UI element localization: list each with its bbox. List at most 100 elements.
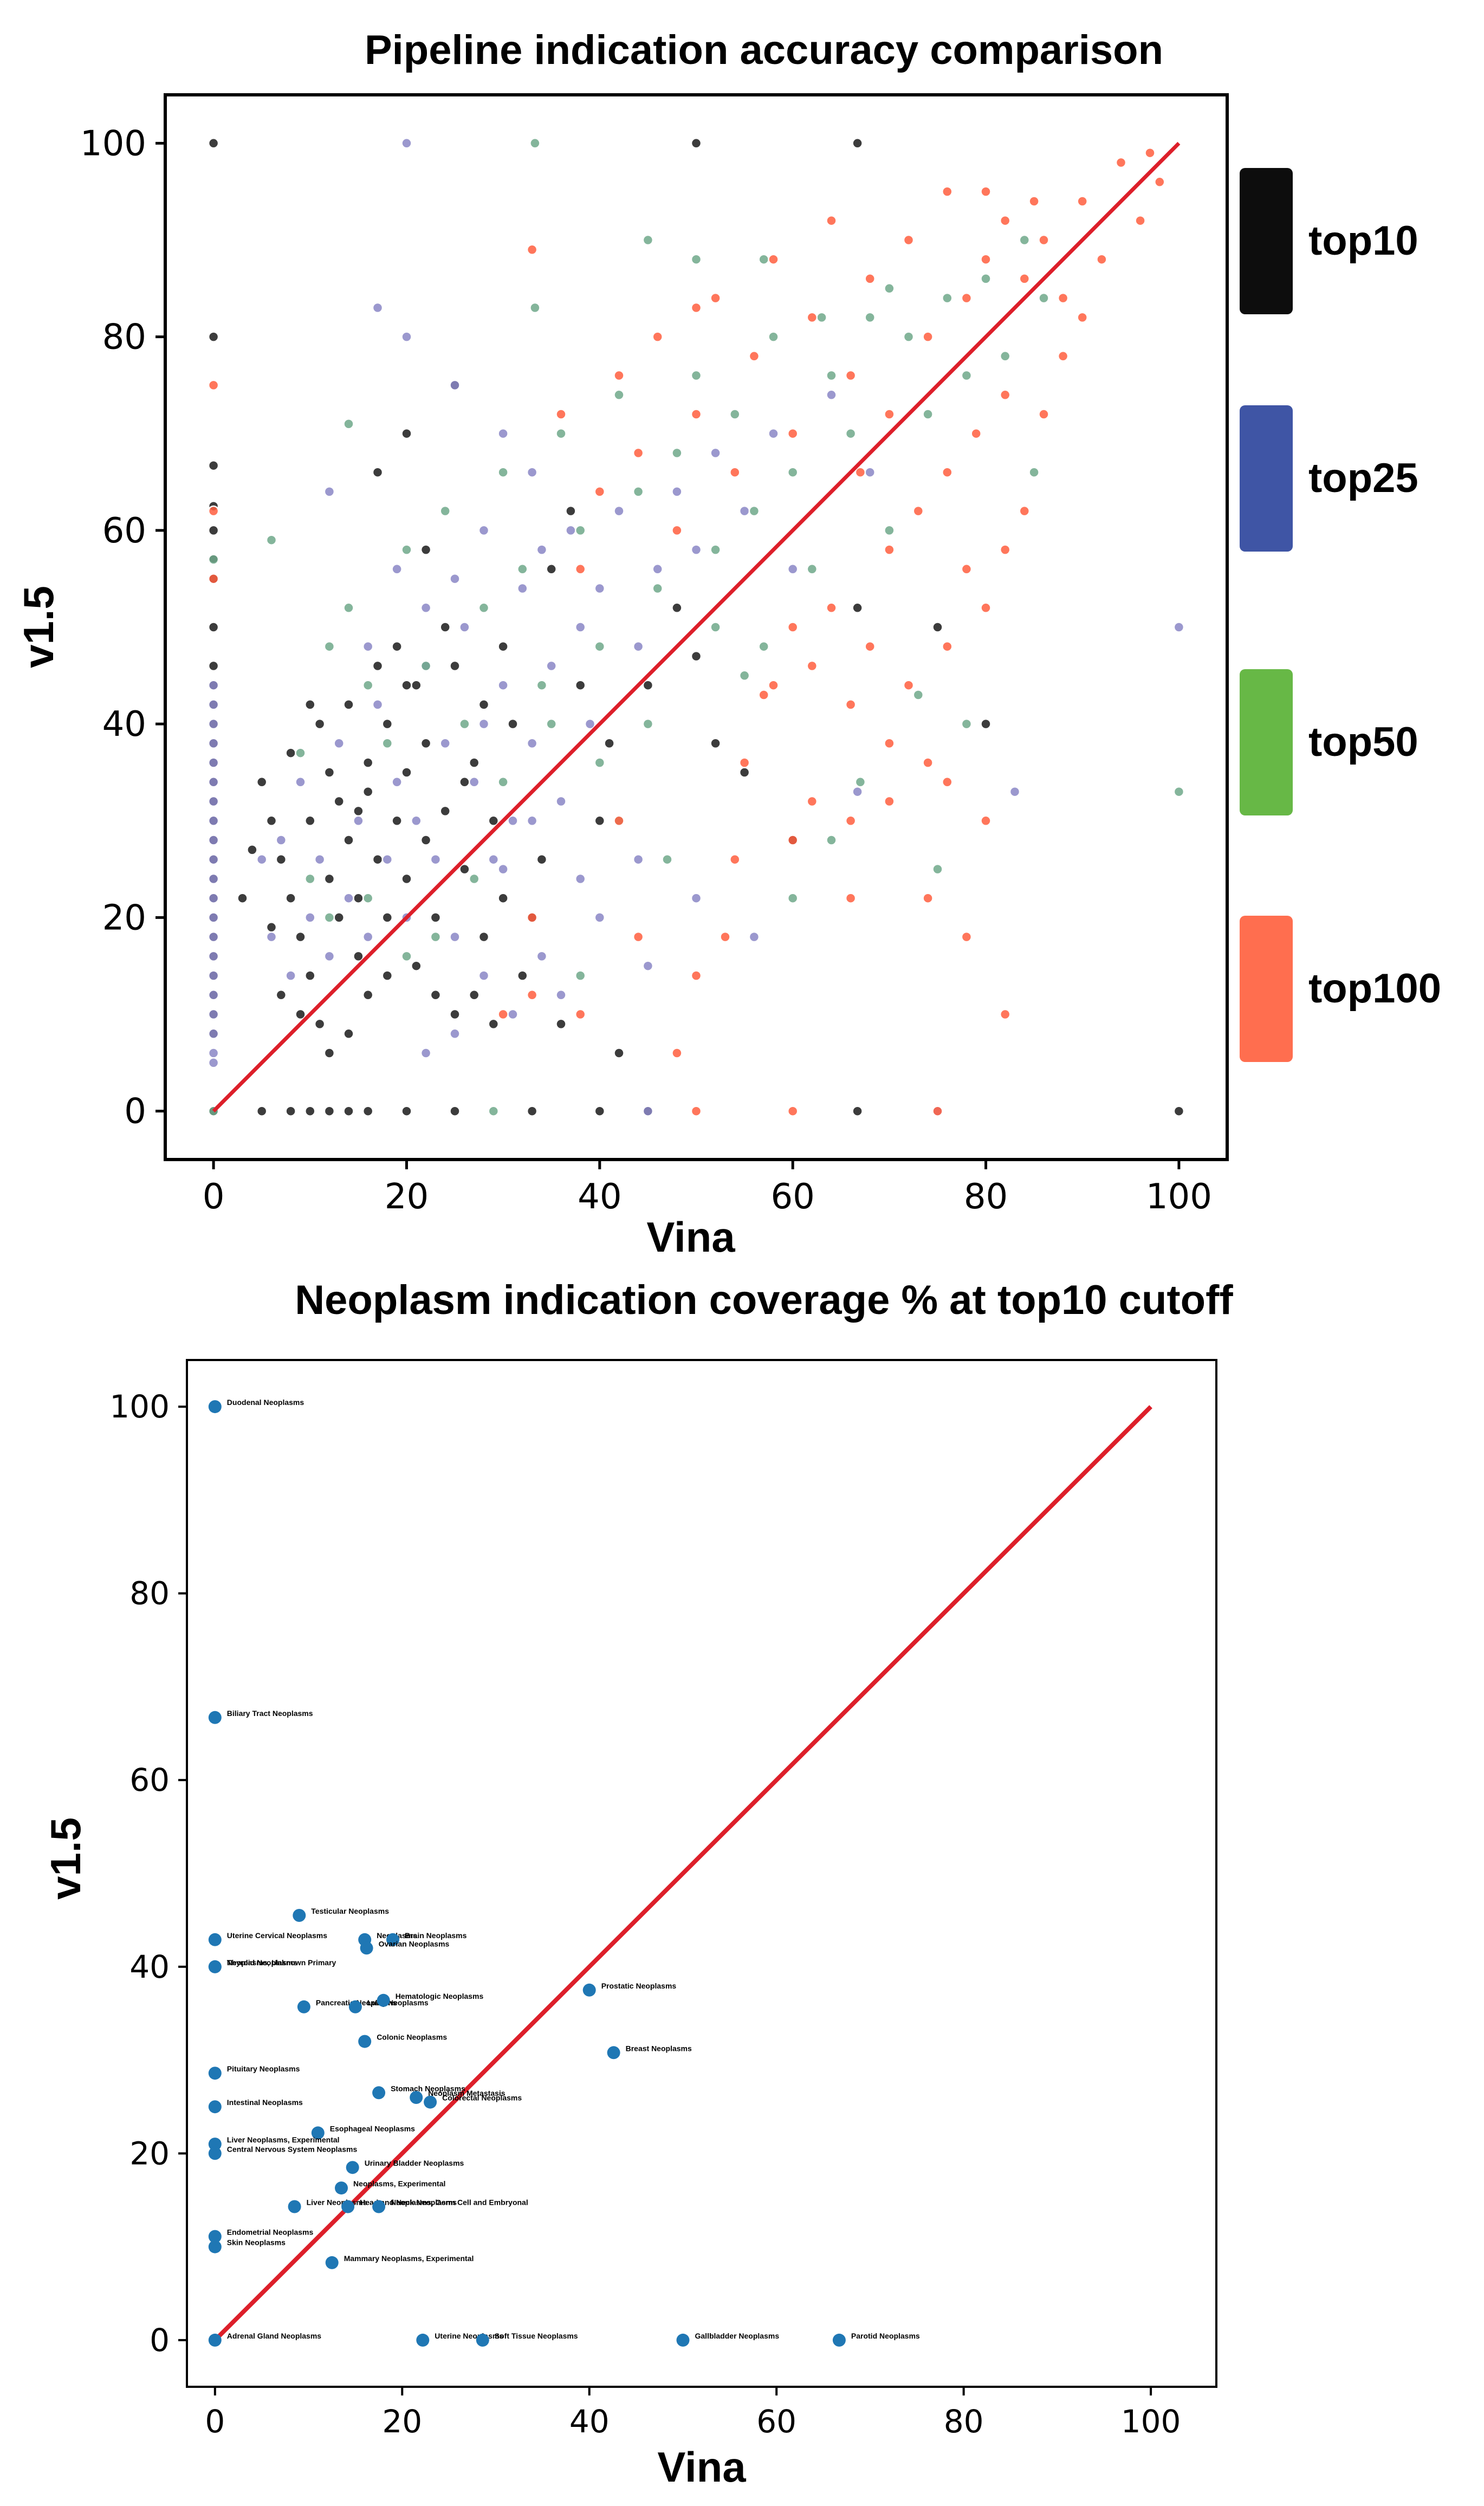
point-top10-44 xyxy=(401,428,412,439)
point-top50-48 xyxy=(1019,234,1031,246)
point-top25-22 xyxy=(372,302,384,314)
point-marker xyxy=(208,2333,222,2347)
point-top10-58 xyxy=(333,912,345,923)
x-axis-label: Vina xyxy=(657,2443,746,2491)
point-top50-11 xyxy=(323,640,335,652)
point-marker xyxy=(377,1993,390,2007)
point-top100-58 xyxy=(1057,351,1069,362)
point-top10-31 xyxy=(304,1105,316,1117)
point-top100-25 xyxy=(864,273,876,284)
point-top50-54 xyxy=(912,689,924,701)
point-top10-109 xyxy=(468,989,480,1001)
point-marker xyxy=(360,1941,373,1955)
point-top25-96 xyxy=(748,931,760,943)
point-top100-39 xyxy=(1135,215,1146,226)
point-marker xyxy=(208,2240,222,2254)
point-top10-119 xyxy=(304,699,316,710)
point-top25-29 xyxy=(1009,786,1021,798)
point-top10-71 xyxy=(411,679,422,691)
labeled-point: Urinary Bladder Neoplasms xyxy=(346,2159,464,2174)
point-top100-4 xyxy=(526,912,538,923)
point-top10-51 xyxy=(285,892,296,904)
point-top25-83 xyxy=(391,564,403,575)
point-top10-122 xyxy=(362,786,374,798)
y-tick-label: 40 xyxy=(102,704,146,744)
labeled-point: Endometrial Neoplasms xyxy=(208,2228,314,2243)
point-top10-93 xyxy=(671,602,683,614)
point-top100-84 xyxy=(942,776,953,788)
point-top25-46 xyxy=(391,776,403,788)
point-top100-66 xyxy=(768,679,779,691)
point-top100-42 xyxy=(980,186,992,197)
point-top100-15 xyxy=(671,524,683,536)
point-top25-40 xyxy=(333,737,345,749)
point-top25-11 xyxy=(208,892,219,904)
point-top100-14 xyxy=(652,331,663,342)
point-top10-80 xyxy=(468,757,480,768)
point-top50-13 xyxy=(362,679,374,691)
point-top25-50 xyxy=(430,853,442,865)
point-label: Parotid Neoplasms xyxy=(851,2332,920,2340)
point-top10-108 xyxy=(439,621,451,633)
point-label: Colorectal Neoplasms xyxy=(442,2094,522,2102)
point-top100-78 xyxy=(632,931,644,943)
point-top10-118 xyxy=(285,747,296,759)
point-top100-55 xyxy=(999,544,1011,555)
point-top25-95 xyxy=(690,892,702,904)
reference-line xyxy=(212,141,1181,1113)
point-top50-72 xyxy=(546,718,557,730)
point-top100-29 xyxy=(942,186,953,197)
labeled-point: Ovarian Neoplasms xyxy=(360,1939,450,1955)
point-top25-38 xyxy=(314,853,326,865)
point-top50-68 xyxy=(662,853,673,865)
point-top25-93 xyxy=(574,873,586,885)
point-top100-54 xyxy=(980,602,992,614)
point-top50-39 xyxy=(845,428,857,439)
point-top50-22 xyxy=(536,679,548,691)
point-top100-50 xyxy=(903,679,915,691)
point-top10-70 xyxy=(401,767,412,778)
point-top50-31 xyxy=(690,370,702,381)
point-top50-55 xyxy=(961,718,973,730)
legend: top10 top25 top50 top100 xyxy=(1240,168,1441,1062)
point-top10-121 xyxy=(343,1028,354,1040)
labeled-point: Mammary Neoplasms, Experimental xyxy=(325,2254,474,2269)
point-top25-13 xyxy=(208,931,219,943)
point-top10-62 xyxy=(353,805,364,817)
point-top25-97 xyxy=(497,863,509,875)
point-label: Gallbladder Neoplasms xyxy=(695,2332,780,2340)
point-top100-23 xyxy=(826,215,837,226)
point-top100-28 xyxy=(922,331,934,342)
point-top50-15 xyxy=(401,544,412,555)
point-marker xyxy=(386,1933,399,1946)
axis-ticks: 0 20 40 60 80 100 0 20 40 60 80 100 xyxy=(80,124,1212,1217)
point-top50-49 xyxy=(1038,292,1049,304)
point-marker xyxy=(348,2000,362,2013)
point-top100-9 xyxy=(555,409,567,420)
labeled-point: Biliary Tract Neoplasms xyxy=(208,1709,313,1724)
point-top100-30 xyxy=(961,292,973,304)
point-top100-74 xyxy=(980,815,992,827)
point-marker xyxy=(372,2086,386,2100)
point-top25-4 xyxy=(208,757,219,768)
point-top100-68 xyxy=(787,834,799,846)
point-top25-37 xyxy=(304,912,316,923)
point-top25-28 xyxy=(852,786,863,798)
point-top100-79 xyxy=(613,815,625,827)
point-label: Biliary Tract Neoplasms xyxy=(227,1709,313,1718)
point-top100-61 xyxy=(884,544,895,555)
point-top10-105 xyxy=(353,892,364,904)
point-label: Pituitary Neoplasms xyxy=(227,2064,300,2073)
point-top10-47 xyxy=(247,844,258,856)
point-label: Mammary Neoplasms, Experimental xyxy=(344,2254,474,2263)
point-top25-59 xyxy=(517,582,528,594)
point-top10-55 xyxy=(314,718,326,730)
point-top100-8 xyxy=(690,1105,702,1117)
x-tick-label: 40 xyxy=(578,1177,621,1217)
legend-swatch xyxy=(1240,916,1293,1062)
point-top50-1 xyxy=(529,138,541,149)
point-top25-86 xyxy=(536,950,548,962)
point-top100-63 xyxy=(942,467,953,478)
point-top100-87 xyxy=(729,853,741,865)
point-label: Neoplasms, Germ Cell and Embryonal xyxy=(391,2198,528,2207)
